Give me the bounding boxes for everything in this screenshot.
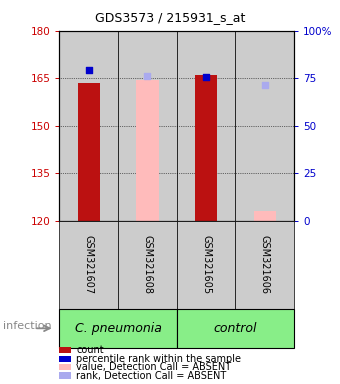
Text: C. pneumonia: C. pneumonia — [75, 322, 162, 335]
Text: GSM321606: GSM321606 — [260, 235, 270, 295]
Bar — [78, 83, 100, 221]
Text: GSM321608: GSM321608 — [142, 235, 152, 295]
Point — [86, 67, 91, 73]
Bar — [177, 31, 235, 221]
Text: infection: infection — [3, 321, 52, 331]
Text: GSM321607: GSM321607 — [84, 235, 94, 295]
Bar — [59, 31, 118, 221]
Point — [203, 74, 209, 80]
Point — [145, 73, 150, 79]
Bar — [254, 211, 276, 221]
Point — [262, 81, 268, 88]
Bar — [195, 75, 217, 221]
Text: GSM321605: GSM321605 — [201, 235, 211, 295]
Text: GDS3573 / 215931_s_at: GDS3573 / 215931_s_at — [95, 11, 245, 24]
Text: value, Detection Call = ABSENT: value, Detection Call = ABSENT — [76, 362, 232, 372]
Text: rank, Detection Call = ABSENT: rank, Detection Call = ABSENT — [76, 371, 227, 381]
Text: percentile rank within the sample: percentile rank within the sample — [76, 354, 241, 364]
Text: control: control — [214, 322, 257, 335]
Bar — [118, 31, 177, 221]
Bar — [136, 80, 159, 221]
Bar — [235, 31, 294, 221]
Text: count: count — [76, 345, 104, 355]
